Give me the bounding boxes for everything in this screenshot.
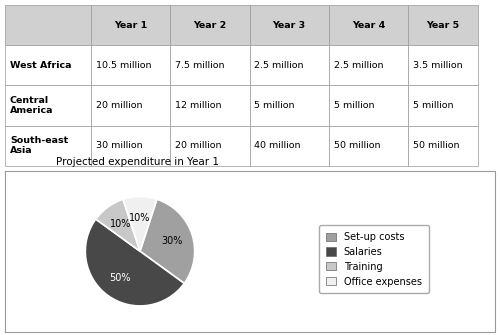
Text: 50 million: 50 million xyxy=(413,141,460,150)
Bar xyxy=(408,85,478,126)
Text: 3.5 million: 3.5 million xyxy=(413,61,463,70)
Text: Year 5: Year 5 xyxy=(426,21,460,29)
Text: 5 million: 5 million xyxy=(413,101,454,110)
Text: 20 million: 20 million xyxy=(175,141,222,150)
Text: 10%: 10% xyxy=(130,213,150,223)
Text: 5 million: 5 million xyxy=(334,101,374,110)
Text: Projected expenditure in Year 1: Projected expenditure in Year 1 xyxy=(56,157,220,167)
Bar xyxy=(408,126,478,166)
Text: Year 3: Year 3 xyxy=(272,21,306,29)
Legend: Set-up costs, Salaries, Training, Office expenses: Set-up costs, Salaries, Training, Office… xyxy=(320,225,428,293)
Text: 2.5 million: 2.5 million xyxy=(334,61,384,70)
Bar xyxy=(408,5,478,45)
Wedge shape xyxy=(123,197,157,251)
Bar xyxy=(5,126,91,166)
Bar xyxy=(329,126,408,166)
Bar xyxy=(250,126,329,166)
Text: 20 million: 20 million xyxy=(96,101,142,110)
Wedge shape xyxy=(140,199,194,283)
Text: 50%: 50% xyxy=(110,273,131,283)
Text: 30%: 30% xyxy=(161,236,182,246)
Text: West Africa: West Africa xyxy=(10,61,72,70)
Bar xyxy=(170,126,250,166)
Text: 10%: 10% xyxy=(110,219,131,229)
Bar xyxy=(250,45,329,85)
Text: 40 million: 40 million xyxy=(254,141,301,150)
Bar xyxy=(91,126,170,166)
Bar xyxy=(170,5,250,45)
Text: Year 1: Year 1 xyxy=(114,21,147,29)
Bar xyxy=(5,5,91,45)
Bar xyxy=(170,85,250,126)
Text: 5 million: 5 million xyxy=(254,101,295,110)
Text: 10.5 million: 10.5 million xyxy=(96,61,151,70)
Wedge shape xyxy=(86,219,184,306)
Bar xyxy=(91,85,170,126)
Bar xyxy=(91,5,170,45)
Text: 12 million: 12 million xyxy=(175,101,222,110)
Bar xyxy=(170,45,250,85)
Bar xyxy=(91,45,170,85)
Text: South-east
Asia: South-east Asia xyxy=(10,136,68,155)
Wedge shape xyxy=(96,199,140,251)
Bar xyxy=(250,5,329,45)
Bar xyxy=(329,5,408,45)
Bar xyxy=(5,45,91,85)
Text: 7.5 million: 7.5 million xyxy=(175,61,224,70)
Bar xyxy=(329,45,408,85)
Bar xyxy=(5,85,91,126)
Text: 50 million: 50 million xyxy=(334,141,380,150)
Text: Year 4: Year 4 xyxy=(352,21,385,29)
Text: 2.5 million: 2.5 million xyxy=(254,61,304,70)
Bar xyxy=(250,85,329,126)
Text: Year 2: Year 2 xyxy=(193,21,226,29)
Bar xyxy=(329,85,408,126)
Text: Central
America: Central America xyxy=(10,96,54,115)
Text: 30 million: 30 million xyxy=(96,141,142,150)
Bar xyxy=(408,45,478,85)
